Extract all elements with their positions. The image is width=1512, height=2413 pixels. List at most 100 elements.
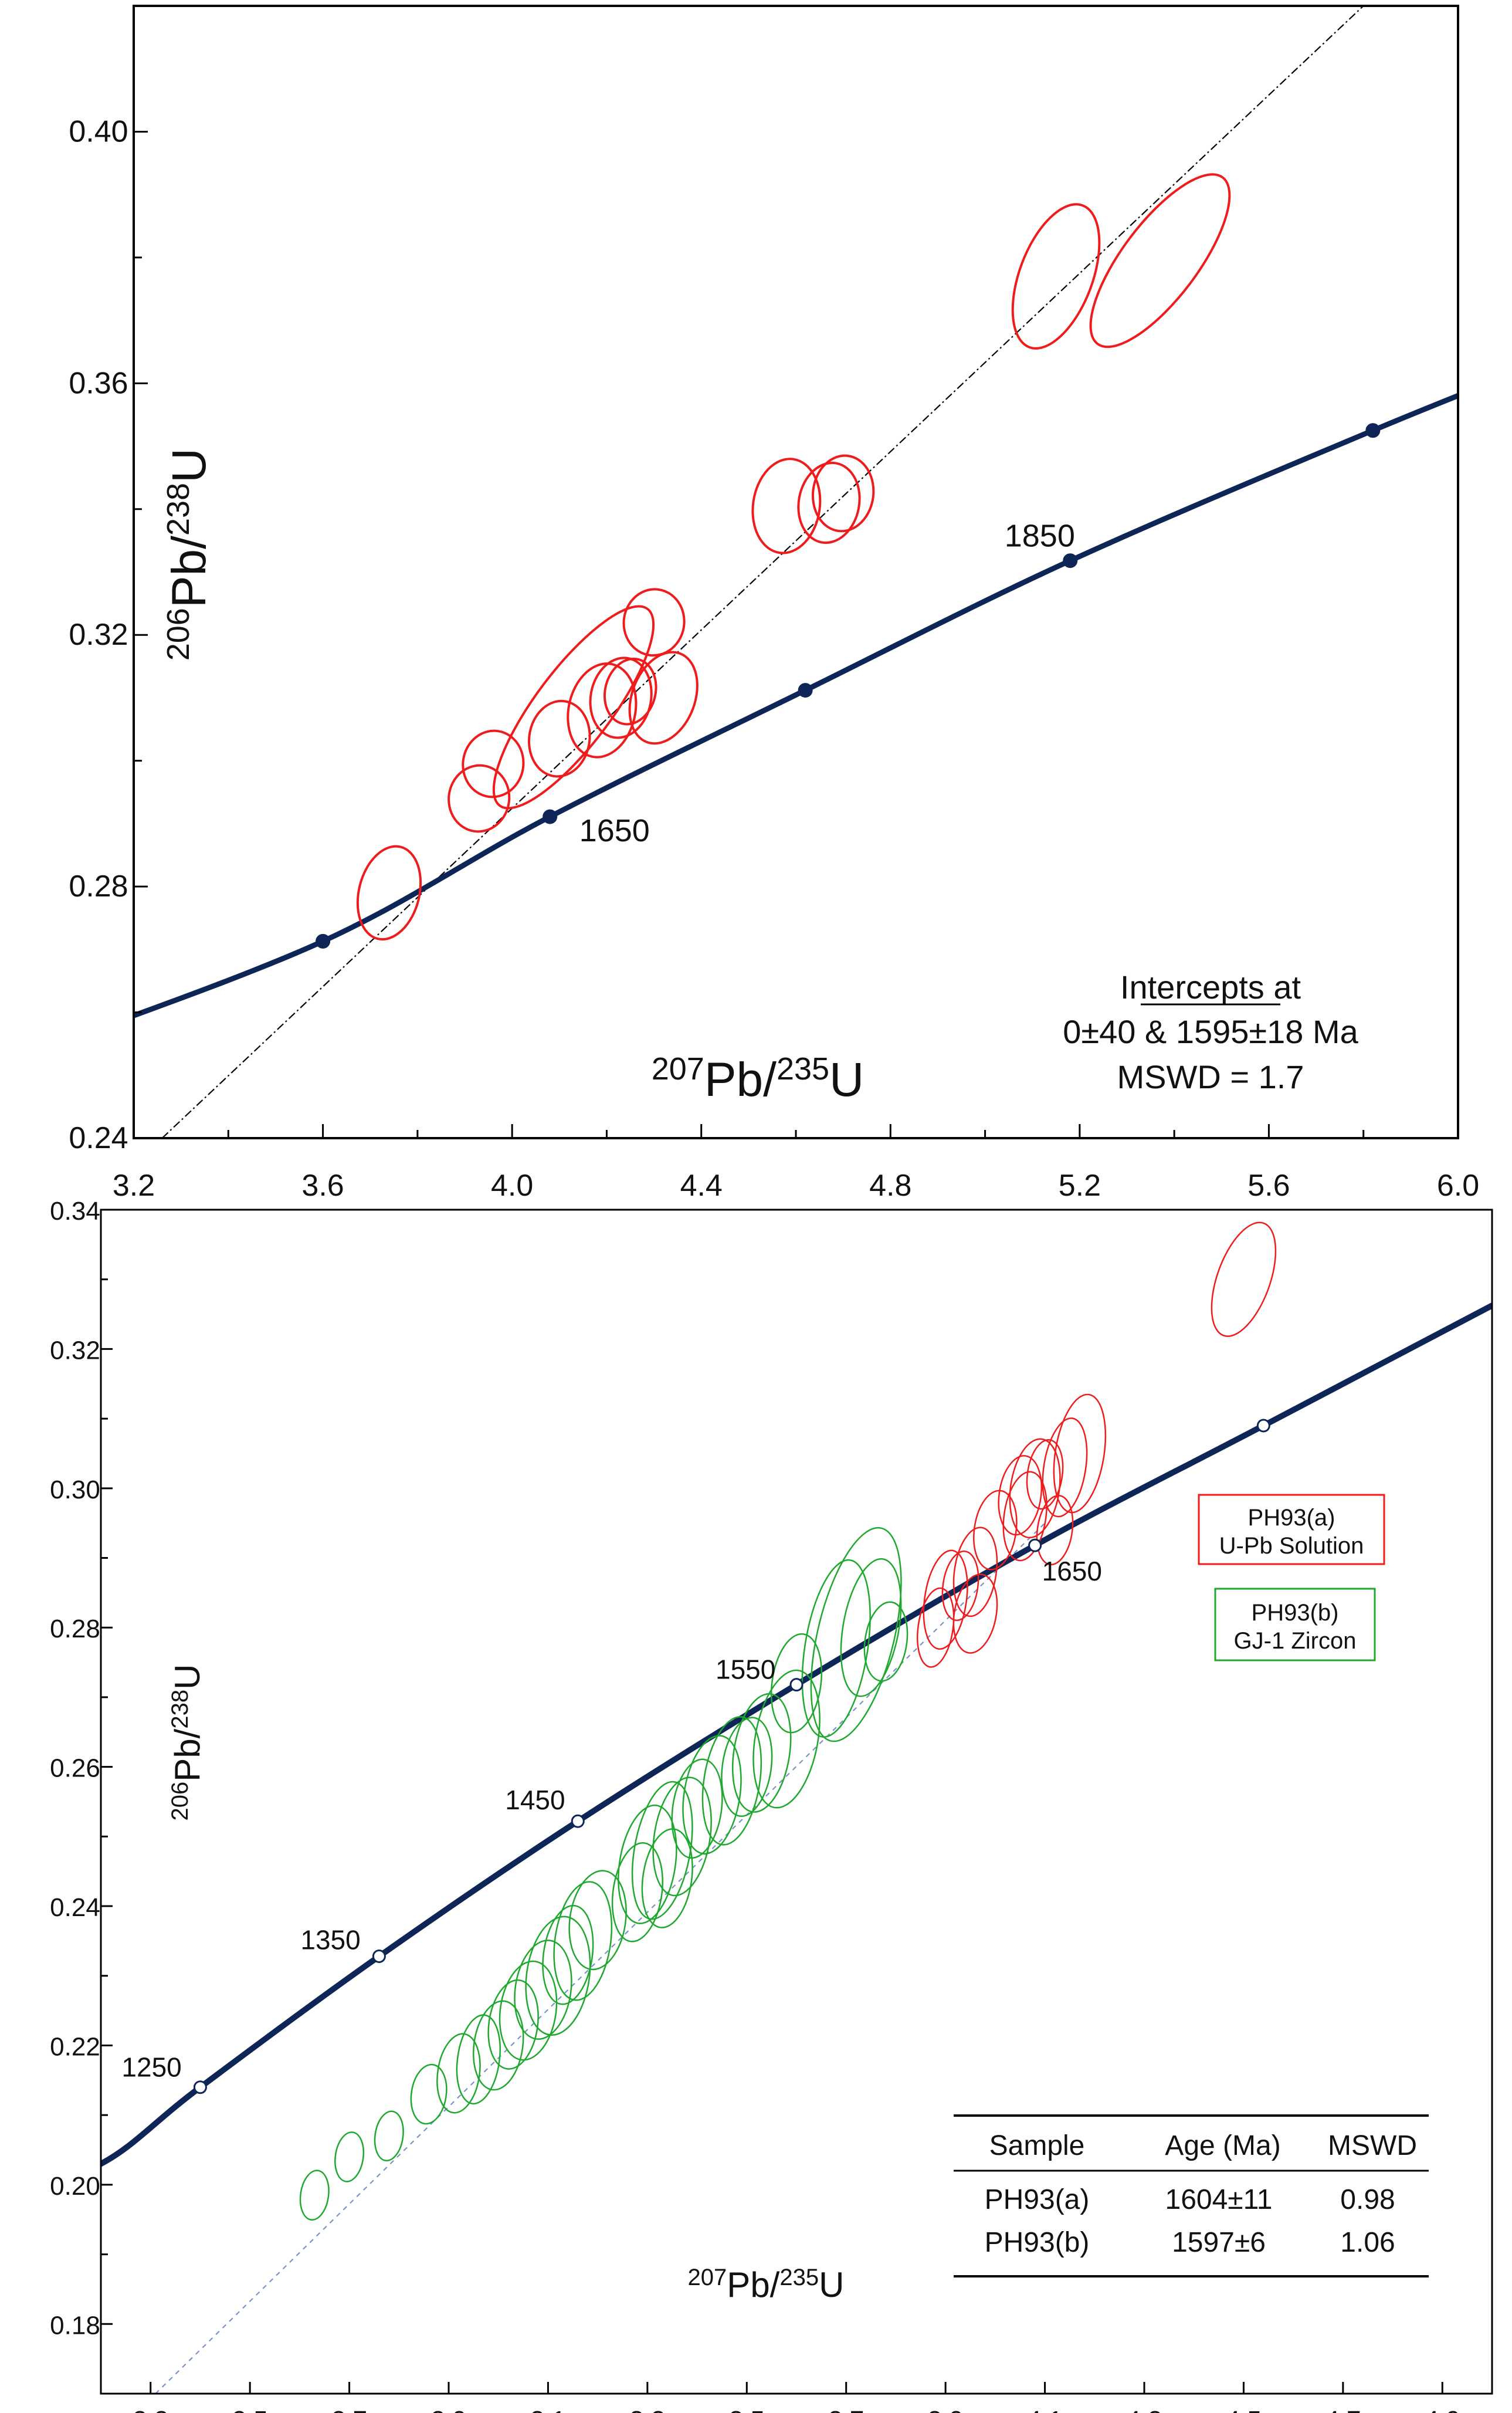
table-row: PH93(b) 1597±6 1.06 <box>985 2227 1395 2258</box>
error-ellipse-ph93-b <box>810 1527 902 1742</box>
legend-label: PH93(a) <box>1248 1505 1335 1531</box>
table-header-cell: Sample <box>989 2130 1085 2161</box>
error-ellipse-ph93-b <box>487 1979 539 2070</box>
legend-item-ph93a: PH93(a) U-Pb Solution <box>1198 1494 1385 1565</box>
error-ellipse-ph93-a <box>952 1573 998 1654</box>
error-ellipse <box>603 657 657 726</box>
error-ellipse-ph93-b <box>542 1904 594 2005</box>
error-ellipse-ph93-b <box>801 1559 871 1738</box>
age-marker <box>1365 423 1381 438</box>
y-tick-label: 0.20 <box>50 2172 100 2201</box>
table-cell: 1604±11 <box>1165 2184 1273 2215</box>
legend: PH93(a) U-Pb Solution PH93(b) GJ-1 Zirco… <box>1198 1494 1385 1661</box>
plot-frame <box>100 1209 1493 2395</box>
error-ellipse-ph93-b <box>652 1776 712 1897</box>
intercepts-ages: 0±40 & 1595±18 Ma <box>1063 1013 1358 1050</box>
y-tick-label: 0.22 <box>50 2032 100 2061</box>
age-marker <box>571 1814 585 1828</box>
x-tick-label: 3.2 <box>113 1169 155 1203</box>
table-cell: 1.06 <box>1340 2227 1395 2258</box>
error-ellipse-ph93-b <box>525 1915 591 2036</box>
error-ellipse <box>622 588 686 657</box>
age-label: 1450 <box>505 1785 565 1815</box>
legend-box <box>1214 1588 1376 1661</box>
x-tick-label: 3.7 <box>828 2406 864 2413</box>
error-ellipse-ph93-a <box>1002 1471 1047 1562</box>
y-tick-label: 0.24 <box>69 1121 128 1155</box>
age-marker <box>543 809 558 824</box>
error-ellipse-ph93-b <box>514 1940 572 2040</box>
y-tick-label: 0.34 <box>50 1197 100 1226</box>
error-ellipse <box>811 454 875 533</box>
age-label: 1550 <box>716 1654 775 1685</box>
age-marker <box>1256 1419 1270 1433</box>
error-ellipse-ph93-a <box>1053 1393 1107 1514</box>
x-tick-label: 5.6 <box>1247 1169 1290 1203</box>
x-axis-label: 207Pb/235U <box>688 2265 845 2304</box>
x-tick-label: 3.6 <box>301 1169 344 1203</box>
age-marker <box>798 683 813 698</box>
error-ellipse-ph93-a <box>952 1527 998 1617</box>
legend-sublabel: U-Pb Solution <box>1219 1533 1364 1559</box>
table-cell: 1597±6 <box>1172 2227 1266 2258</box>
concordia-curve <box>101 1302 1492 2167</box>
x-tick-label: 4.9 <box>1425 2406 1460 2413</box>
x-axis-label: 207Pb/235U <box>652 1051 865 1106</box>
x-tick-label: 4.7 <box>1325 2406 1361 2413</box>
error-ellipse <box>462 729 525 798</box>
age-marker <box>789 1678 804 1692</box>
y-tick-label: 0.26 <box>50 1754 100 1783</box>
error-ellipse-ph93-b <box>721 1717 773 1817</box>
x-tick-label: 6.0 <box>1437 1169 1479 1203</box>
discordia-line <box>155 1522 1046 2394</box>
error-ellipse <box>492 605 655 810</box>
legend-sublabel: GJ-1 Zircon <box>1234 1628 1357 1654</box>
y-tick-label: 0.30 <box>50 1475 100 1504</box>
x-tick-label: 2.7 <box>331 2406 367 2413</box>
error-ellipse-ph93-a <box>998 1455 1042 1536</box>
error-ellipse-ph93-b <box>374 2110 404 2162</box>
error-ellipse <box>527 699 591 778</box>
error-ellipse-ph93-a <box>1042 1417 1088 1518</box>
x-tick-label: 3.5 <box>729 2406 765 2413</box>
table-cell: PH93(a) <box>985 2184 1090 2215</box>
concordia-panel-bottom: 1250 1350 1450 1550 1650 2.3 2.5 2.7 2.9 3.1 3.3 3… <box>50 1197 1493 2413</box>
error-ellipse-ph93-b <box>671 1758 723 1859</box>
error-ellipse-ph93-b <box>553 1881 613 2001</box>
error-ellipse <box>356 845 422 941</box>
error-ellipse-ph93-a <box>917 1587 955 1668</box>
y-tick-label: 0.28 <box>69 869 128 903</box>
error-ellipse <box>751 458 822 554</box>
error-ellipse-ph93-b <box>863 1601 908 1682</box>
y-tick-label: 0.28 <box>50 1615 100 1643</box>
x-tick-label: 2.9 <box>430 2406 466 2413</box>
legend-item-ph93b: PH93(b) GJ-1 Zircon <box>1214 1588 1376 1661</box>
intercepts-title: Intercepts at <box>1120 969 1301 1006</box>
error-ellipse-ph93-b <box>840 1558 902 1697</box>
error-ellipse-ph93-b <box>770 1633 823 1734</box>
age-marker <box>1063 553 1078 568</box>
intercepts-mswd: MSWD = 1.7 <box>1117 1058 1304 1095</box>
error-ellipse-ph93-b <box>499 1960 558 2061</box>
y-tick-label: 0.36 <box>69 366 128 400</box>
error-ellipse-ph93-a <box>923 1549 968 1650</box>
error-ellipse-ph93-a <box>1211 1221 1277 1337</box>
x-tick-label: 2.5 <box>232 2406 268 2413</box>
error-ellipse-ph93-b <box>618 1804 677 1924</box>
error-ellipse-ph93-a <box>941 1550 979 1622</box>
error-ellipse <box>797 462 861 544</box>
y-axis-label: 206Pb/238U <box>167 1664 207 1821</box>
age-marker <box>372 1950 386 1964</box>
x-tick-label: 3.1 <box>530 2406 566 2413</box>
y-tick-label: 0.40 <box>69 114 128 148</box>
error-ellipse-ph93-b <box>334 2131 365 2182</box>
age-table: Sample Age (Ma) MSWD PH93(a) 1604±11 0.9… <box>954 2114 1429 2277</box>
error-ellipse <box>1089 173 1231 348</box>
y-axis-label: 206Pb/238U <box>161 448 216 661</box>
error-ellipse-ph93-b <box>611 1842 664 1942</box>
table-row: PH93(a) 1604±11 0.98 <box>985 2184 1395 2215</box>
concordia-panel-top: 1650 1850 3.2 3.6 4.0 4.4 4.8 5.2 5.6 6.0 0.24 0.2… <box>69 5 1479 1203</box>
age-label: 1650 <box>1042 1556 1102 1586</box>
age-label: 1250 <box>121 2052 181 2083</box>
x-tick-label: 4.0 <box>491 1169 533 1203</box>
